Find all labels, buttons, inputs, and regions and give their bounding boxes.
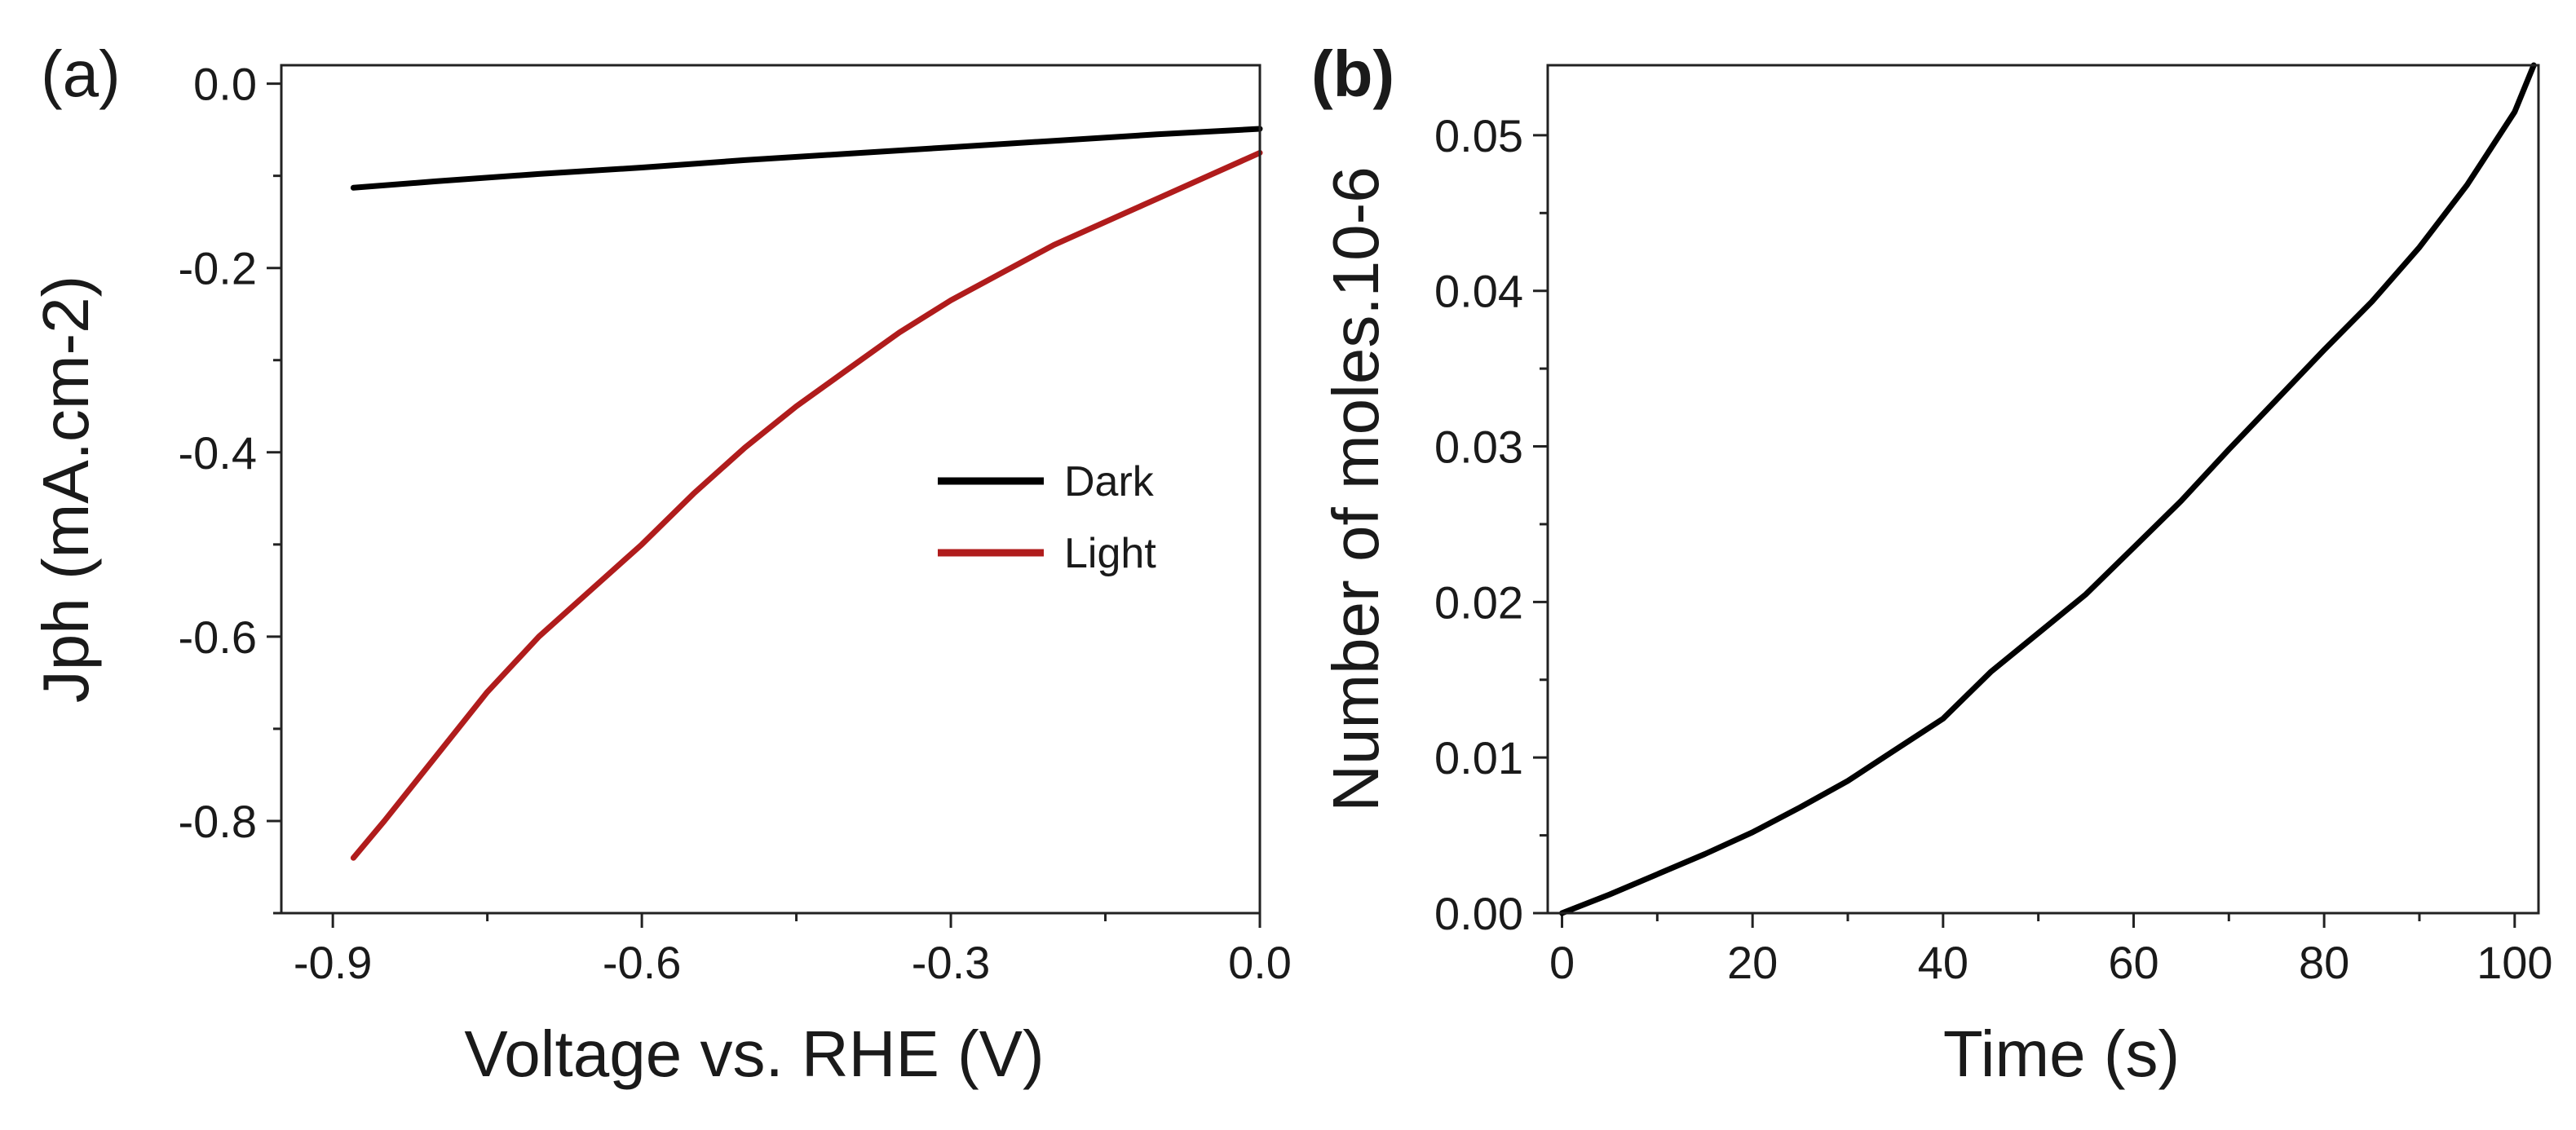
x-tick-label: 80 <box>2299 937 2349 988</box>
panel-b-series <box>1559 62 2537 916</box>
y-tick-label: 0.02 <box>1434 576 1523 628</box>
y-tick-label: 0.05 <box>1434 110 1523 161</box>
panel-a-y-axis-title: Jph (mA.cm-2) <box>29 276 102 704</box>
panel-a-legend: Dark Light <box>938 458 1156 577</box>
x-tick-label: 40 <box>1918 937 1968 988</box>
x-tick-label: 0.0 <box>1228 937 1292 988</box>
series-line-dark <box>350 126 1263 191</box>
y-tick-label: -0.6 <box>179 611 258 663</box>
y-tick-label: 0.0 <box>193 59 257 110</box>
y-tick-label: -0.2 <box>179 243 258 294</box>
panel-a-ticks: -0.9 -0.6 -0.3 0.0 0.0 -0.2 -0.4 -0.6 -0.8 <box>179 59 1292 988</box>
panel-a-x-axis-title: Voltage vs. RHE (V) <box>464 1017 1044 1090</box>
panel-b-y-axis-title: Number of moles.10-6 <box>1319 166 1392 811</box>
panel-b-plot-frame <box>1546 64 2540 915</box>
panel-b-chart: (b) Number of moles.10-6 Time (s) 0 20 40 6… <box>1311 38 2553 1090</box>
panel-b-ticks: 0 20 40 60 80 100 0.00 0.01 0.02 0.03 0.04 0.05 <box>1434 110 2553 988</box>
y-tick-label: -0.8 <box>179 796 258 847</box>
panel-b-x-axis-title: Time (s) <box>1943 1017 2180 1090</box>
y-tick-label: 0.04 <box>1434 266 1523 317</box>
panel-a-series <box>350 126 1263 861</box>
x-tick-label: -0.9 <box>294 937 373 988</box>
x-tick-label: 0 <box>1549 937 1575 988</box>
panel-a-label: (a) <box>41 38 121 110</box>
panel-b-label: (b) <box>1311 38 1394 110</box>
x-tick-label: -0.6 <box>603 937 682 988</box>
y-tick-label: 0.00 <box>1434 888 1523 939</box>
y-tick-label: -0.4 <box>179 427 258 479</box>
legend-dark-label: Dark <box>1064 458 1155 505</box>
series-line-moles <box>1559 62 2537 916</box>
series-line-light <box>350 149 1263 861</box>
x-tick-label: 20 <box>1727 937 1778 988</box>
y-tick-label: 0.01 <box>1434 732 1523 783</box>
legend-light-label: Light <box>1064 530 1156 577</box>
x-tick-label: 100 <box>2477 937 2552 988</box>
panel-a-chart: (a) Jph (mA.cm-2) Voltage vs. RHE (V) -0… <box>29 38 1292 1090</box>
panel-a-plot-frame <box>280 64 1261 915</box>
y-tick-label: 0.03 <box>1434 422 1523 473</box>
x-tick-label: -0.3 <box>912 937 991 988</box>
x-tick-label: 60 <box>2108 937 2158 988</box>
